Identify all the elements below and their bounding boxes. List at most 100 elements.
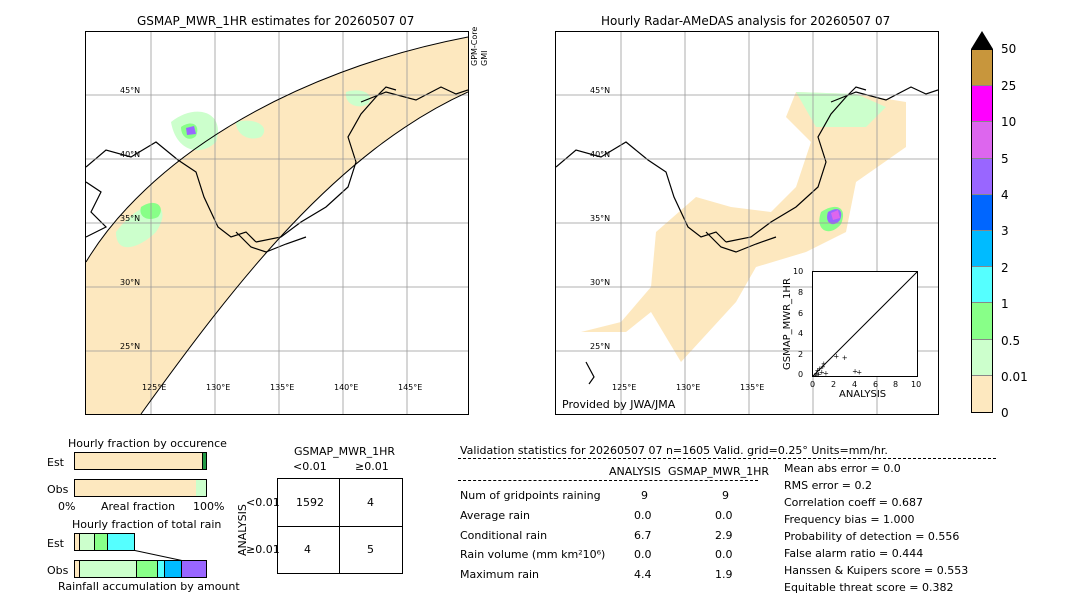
seg — [80, 561, 137, 577]
stat-label: Conditional rain — [460, 529, 548, 542]
coastline — [86, 86, 397, 243]
colorbar-label: 0 — [1001, 406, 1009, 420]
stat-gsmap: 0.0 — [715, 548, 733, 561]
x-tick: 6 — [873, 380, 879, 389]
obs-label: Obs — [47, 483, 69, 496]
score-hk: Hanssen & Kuipers score = 0.553 — [784, 564, 969, 577]
x-tick: 4 — [852, 380, 858, 389]
score-corr: Correlation coeff = 0.687 — [784, 496, 923, 509]
left-map-svg — [86, 32, 468, 414]
seg — [182, 561, 206, 577]
colorbar-cell — [972, 303, 992, 340]
seg — [165, 561, 182, 577]
stat-label: Maximum rain — [460, 568, 539, 581]
row-lt: <0.01 — [246, 496, 280, 509]
lat-label: 35°N — [590, 214, 611, 223]
lat-label: 30°N — [590, 278, 611, 287]
lat-label: 45°N — [120, 86, 141, 95]
validation-header: Validation statistics for 20260507 07 n=… — [460, 444, 888, 457]
right-map: 45°N 40°N 35°N 30°N 25°N 125°E 130°E 135… — [555, 31, 939, 415]
scatter-point: + — [842, 354, 848, 362]
colorbar-cell — [972, 122, 992, 159]
stat-gsmap: 1.9 — [715, 568, 733, 581]
stat-gsmap: 2.9 — [715, 529, 733, 542]
cell-hit: 5 — [367, 543, 374, 556]
cell-hit-none: 1592 — [296, 496, 324, 509]
stat-analysis: 4.4 — [634, 568, 652, 581]
col-analysis: ANALYSIS — [609, 465, 661, 478]
coastline — [86, 181, 108, 238]
colorbar-label: 4 — [1001, 188, 1009, 202]
colorbar-label: 1 — [1001, 297, 1009, 311]
colorbar-label: 0.5 — [1001, 334, 1021, 348]
colorbar-label: 2 — [1001, 261, 1009, 275]
x-tick: 2 — [831, 380, 837, 389]
stat-label: Rain volume (mm km²10⁶) — [460, 548, 606, 561]
lat-label: 45°N — [590, 86, 611, 95]
table-divider — [458, 480, 758, 481]
total-rain-est-bar — [74, 533, 135, 551]
scatter-point: + — [852, 367, 858, 375]
est-rain-fill — [203, 453, 206, 469]
rain-patch — [345, 90, 371, 107]
occurence-obs-bar — [74, 479, 207, 497]
coastline — [705, 231, 777, 253]
rain-patch — [186, 126, 196, 135]
rain-patch — [796, 92, 886, 127]
lon-label: 140°E — [334, 383, 359, 392]
y-tick: 4 — [798, 329, 804, 338]
accumulation-label: Rainfall accumulation by amount — [58, 580, 240, 593]
score-mae: Mean abs error = 0.0 — [784, 462, 901, 475]
left-map: 45°N 40°N 35°N 30°N 25°N 125°E 130°E 135… — [85, 31, 469, 415]
y-tick: 2 — [798, 350, 804, 359]
colorbar-label: 50 — [1001, 42, 1017, 56]
lat-label: 35°N — [120, 214, 141, 223]
stat-analysis: 9 — [641, 489, 648, 502]
scatter-point: + — [820, 363, 826, 371]
scatter-point: + — [817, 365, 823, 373]
colorbar — [971, 49, 993, 413]
header-divider — [458, 458, 996, 459]
data-credit: Provided by JWA/JMA — [562, 398, 676, 411]
scatter-xlabel: ANALYSIS — [839, 389, 887, 400]
colorbar-cell — [972, 375, 992, 412]
stat-gsmap: 9 — [722, 489, 729, 502]
scatter-point: + — [813, 371, 819, 376]
y-tick: 10 — [793, 267, 804, 276]
seg — [137, 561, 158, 577]
row-ge: ≥0.01 — [246, 543, 280, 556]
seg — [158, 561, 165, 577]
x-tick: 0 — [810, 380, 816, 389]
occurence-title: Hourly fraction by occurence — [68, 437, 227, 450]
lat-label: 25°N — [120, 342, 141, 351]
col-gsmap: GSMAP_MWR_1HR — [668, 465, 770, 478]
scatter-point: + — [856, 368, 862, 376]
rain-patch — [831, 210, 840, 220]
swath-edge — [140, 91, 468, 414]
colorbar-cell — [972, 86, 992, 123]
lat-label: 40°N — [120, 150, 141, 159]
cell-miss: 4 — [304, 543, 311, 556]
scatter-point: + — [815, 366, 821, 374]
colorbar-label: 25 — [1001, 79, 1017, 93]
colorbar-label: 3 — [1001, 224, 1009, 238]
sensor-label: GMI — [480, 50, 489, 66]
x-tick: 10 — [911, 380, 922, 389]
colorbar-cell — [972, 194, 992, 231]
seg — [75, 534, 80, 550]
lon-label: 145°E — [398, 383, 423, 392]
score-rmse: RMS error = 0.2 — [784, 479, 872, 492]
scatter-point: + — [821, 360, 827, 368]
areal-fraction-label: Areal fraction — [101, 500, 176, 513]
stat-gsmap: 0.0 — [715, 509, 733, 522]
coastline — [235, 231, 307, 253]
cell-false-alarm: 4 — [367, 496, 374, 509]
y-tick: 0 — [798, 370, 804, 379]
contingency-col-title: GSMAP_MWR_1HR — [294, 445, 396, 458]
score-far: False alarm ratio = 0.444 — [784, 547, 924, 560]
seg — [95, 534, 108, 550]
colorbar-cell — [972, 339, 992, 376]
est-fill — [75, 453, 204, 469]
diagonal-line — [812, 271, 918, 377]
stat-label: Average rain — [460, 509, 530, 522]
